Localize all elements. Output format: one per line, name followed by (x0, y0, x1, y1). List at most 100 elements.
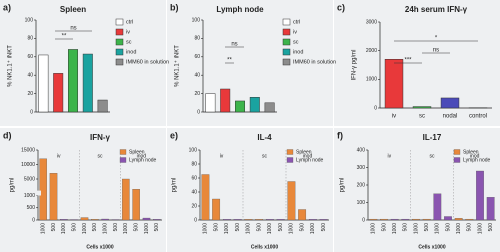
x-tick-label: iv (392, 114, 396, 120)
x-tick-label: 1000 (477, 223, 483, 234)
y-axis-label: pg/ml (10, 178, 16, 193)
y-tick-label: 80 (191, 161, 197, 167)
panel-label: a) (3, 2, 11, 12)
x-tick-label: 500 (488, 223, 494, 232)
x-tick-label: 500 (51, 223, 57, 232)
y-tick-label: 500 (27, 205, 36, 211)
legend-label: sc (126, 39, 132, 45)
bar (38, 54, 49, 113)
x-tick-label: 500 (278, 223, 284, 232)
bar (222, 219, 231, 221)
bar (101, 218, 109, 221)
legend-label: IMM60 in solution (293, 59, 336, 65)
annotation: ** (227, 58, 232, 64)
x-tick-label: 1000 (267, 223, 273, 234)
legend-swatch (119, 149, 127, 155)
legend-swatch (115, 38, 124, 46)
x-tick-label: 1000 (123, 223, 129, 234)
x-tick-label: 1000 (435, 223, 441, 234)
legend-swatch (282, 28, 291, 36)
y-tick-label: 60 (27, 54, 33, 60)
panel-label: e) (170, 130, 178, 140)
bar (142, 217, 151, 221)
group-label: iv (388, 153, 392, 159)
bar (91, 219, 99, 221)
y-tick-label: 0 (30, 109, 33, 115)
bar (264, 102, 275, 113)
y-tick-label: 80 (27, 36, 33, 42)
y-tick-label: 400 (357, 147, 366, 153)
y-tick-label: 40 (194, 73, 200, 79)
annotation: ns (70, 26, 76, 32)
bar (440, 97, 460, 109)
x-tick-label: 1000 (289, 223, 295, 234)
legend-label: inod (126, 49, 136, 55)
y-tick-label: 60 (191, 175, 197, 181)
bar (153, 219, 161, 221)
x-tick-label: 1000 (456, 223, 462, 234)
y-axis-label: IFN-γ pg/ml (352, 49, 358, 80)
x-tick-label: 1000 (392, 223, 398, 234)
x-tick-label: 1000 (224, 223, 230, 234)
legend-label: Spleen (463, 149, 479, 155)
x-tick-label: 500 (424, 223, 430, 232)
panel-bg (334, 128, 500, 252)
bar (205, 93, 216, 113)
bar (97, 99, 108, 113)
x-tick-label: 500 (467, 223, 473, 232)
legend-swatch (453, 157, 461, 163)
y-tick-label: 5000 (24, 176, 35, 182)
y-tick-label: 20 (191, 203, 197, 209)
bar (422, 218, 431, 221)
legend-label: Spleen (296, 149, 312, 155)
legend-label: Lymph node (129, 157, 157, 163)
bar (122, 178, 130, 221)
x-tick-label: 1000 (413, 223, 419, 234)
y-axis-label: pg/ml (172, 178, 178, 193)
x-tick-label: 1000 (371, 223, 377, 234)
x-tick-label: 1000 (144, 223, 150, 234)
x-tick-label: 1000 (102, 223, 108, 234)
y-tick-label: 40 (27, 73, 33, 79)
x-tick-label: nodal (443, 114, 458, 120)
legend-swatch (282, 48, 291, 56)
panel-label: c) (337, 2, 345, 12)
bar (68, 49, 78, 113)
bar (444, 216, 452, 221)
bar (319, 219, 328, 221)
panel-label: b) (170, 2, 179, 12)
x-tick-label: 1000 (246, 223, 252, 234)
legend-swatch (282, 18, 291, 26)
annotation: * (435, 36, 438, 42)
y-tick-label: 15000 (21, 147, 35, 153)
bar (298, 209, 307, 221)
bar (454, 218, 463, 221)
y-tick-label: 0 (362, 217, 365, 223)
bar (53, 73, 64, 113)
x-axis-label: Cells x1000 (418, 244, 445, 250)
bar (220, 88, 231, 113)
legend-swatch (119, 157, 127, 163)
panel-label: d) (3, 130, 12, 140)
y-tick-label: 100 (357, 200, 366, 206)
bar (384, 59, 404, 109)
y-tick-label: 100 (25, 17, 34, 23)
legend-label: sc (293, 39, 299, 45)
y-tick-label: 80 (194, 36, 200, 42)
legend-label: Lymph node (463, 157, 491, 163)
bar (265, 219, 274, 221)
x-tick-label: 1000 (61, 223, 67, 234)
y-tick-label: 100 (192, 17, 201, 23)
y-tick-label: 2000 (366, 48, 377, 54)
y-tick-label: 1000 (366, 77, 377, 83)
x-tick-label: 500 (71, 223, 77, 232)
legend-label: inod (293, 49, 303, 55)
bar (212, 198, 221, 221)
bar (380, 218, 388, 221)
bar (276, 219, 285, 221)
bar (433, 193, 442, 221)
bar (201, 174, 210, 221)
bar (39, 158, 47, 221)
y-axis-label: % NK1.1⁺ iNKT (174, 45, 181, 87)
y-tick-label: 1000 (24, 193, 35, 199)
